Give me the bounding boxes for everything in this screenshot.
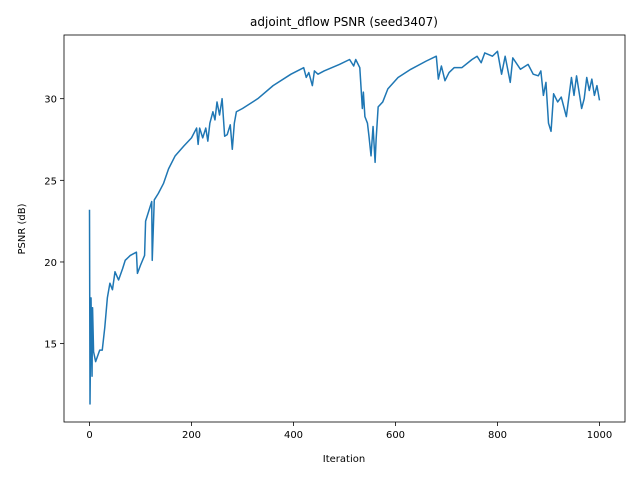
y-tick-label: 15 [44, 340, 57, 351]
x-tick-label: 0 [86, 430, 92, 441]
x-tick-label: 800 [488, 430, 507, 441]
chart-title: adjoint_dflow PSNR (seed3407) [250, 15, 438, 29]
y-tick-label: 30 [44, 95, 57, 106]
x-tick-label: 1000 [587, 430, 612, 441]
x-tick-label: 600 [386, 430, 405, 441]
series-line [88, 50, 601, 405]
y-tick-label: 20 [44, 258, 57, 269]
x-tick-label: 400 [284, 430, 303, 441]
plot-frame [63, 34, 626, 423]
x-axis-label: Iteration [323, 454, 365, 465]
x-tick-label: 200 [182, 430, 201, 441]
y-tick-label: 25 [44, 176, 57, 187]
y-axis-label: PSNR (dB) [17, 203, 28, 254]
